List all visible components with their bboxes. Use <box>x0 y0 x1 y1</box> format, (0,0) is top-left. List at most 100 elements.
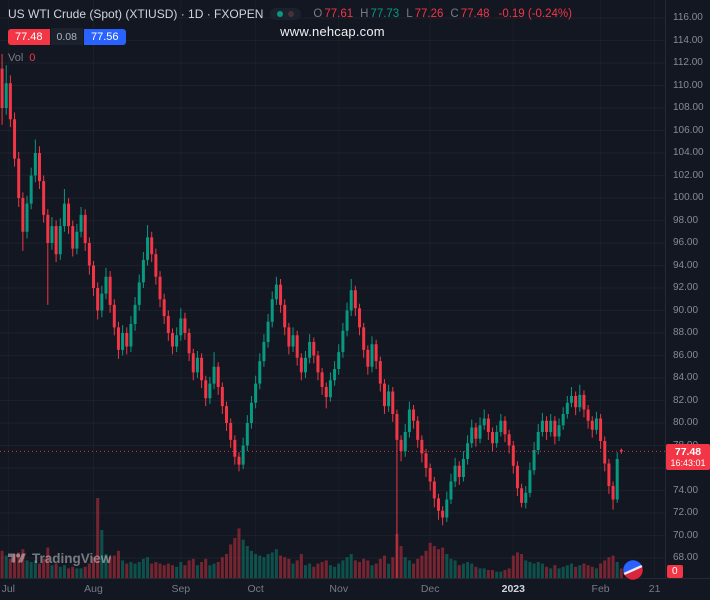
candle-body <box>482 418 486 426</box>
candle-body <box>87 243 91 266</box>
volume-bar <box>569 563 573 578</box>
candle-body <box>200 357 204 381</box>
candle-body <box>283 304 287 328</box>
volume-bar <box>270 552 274 578</box>
candle-body <box>324 387 328 398</box>
candle-body <box>258 361 262 384</box>
price-tick-label: 92.00 <box>673 282 699 293</box>
price-tick-label: 108.00 <box>673 102 704 113</box>
price-tick-label: 82.00 <box>673 394 699 406</box>
candle-body <box>175 335 179 347</box>
sell-price-button[interactable]: 77.48 <box>8 28 50 45</box>
candle-body <box>320 372 324 387</box>
volume-bar <box>378 558 382 578</box>
price-tick-label: 104.00 <box>673 147 704 158</box>
candle-body <box>491 432 495 444</box>
candle-body <box>416 420 420 440</box>
candle-body <box>603 441 607 464</box>
candle-body <box>333 369 337 381</box>
low-label: L <box>406 8 413 20</box>
volume-bar <box>611 555 615 578</box>
volume-bar <box>420 555 424 578</box>
volume-value: 0 <box>29 52 36 64</box>
candle-body <box>225 406 229 423</box>
candle-body <box>166 316 170 333</box>
candle-body <box>237 456 241 465</box>
volume-bar <box>333 566 337 578</box>
candle-body <box>71 226 75 249</box>
volume-bar <box>478 568 482 578</box>
candle-body <box>50 226 54 243</box>
candle-body <box>366 349 370 367</box>
price-tick-label: 100.00 <box>673 192 704 203</box>
price-tick-label: 110.00 <box>673 79 703 91</box>
candle-body <box>345 310 349 331</box>
candle-body <box>62 203 66 227</box>
candle-body <box>590 420 594 430</box>
candle-body <box>125 333 129 347</box>
volume-bar <box>303 565 307 578</box>
volume-bar <box>8 558 12 578</box>
volume-bar <box>146 557 150 578</box>
time-axis[interactable]: Jul Aug Sep Oct Nov Dec 2023 Feb 21 <box>0 578 710 600</box>
candle-body <box>212 366 216 384</box>
candle-body <box>545 420 549 432</box>
volume-bar <box>237 528 241 578</box>
symbol-legend-row: US WTI Crude (Spot) (XTIUSD) · 1D · FXOP… <box>8 7 572 21</box>
volume-bar <box>17 552 21 578</box>
volume-bar <box>42 558 46 578</box>
symbol-title[interactable]: US WTI Crude (Spot) (XTIUSD) · 1D · FXOP… <box>8 7 264 21</box>
candle-body <box>358 308 362 328</box>
volume-bar <box>553 565 557 578</box>
candle-body <box>75 231 79 249</box>
volume-bar <box>466 562 470 578</box>
candle-body <box>495 432 499 444</box>
volume-bar <box>249 550 253 578</box>
bottom-right-badge-icon[interactable] <box>622 559 644 581</box>
candle-body <box>141 259 145 283</box>
volume-bar <box>424 550 428 578</box>
candle-body <box>569 396 573 403</box>
tradingview-logo[interactable]: TradingView <box>8 551 111 566</box>
candle-body <box>436 498 440 511</box>
candle-body <box>183 318 187 333</box>
bar-countdown: 16:43:01 <box>670 458 706 469</box>
volume-bar <box>87 563 91 578</box>
candle-body <box>0 68 4 108</box>
volume-bar <box>486 570 490 578</box>
volume-bar <box>353 560 357 578</box>
candle-body <box>474 427 478 439</box>
legend-status-pill[interactable] <box>270 8 302 20</box>
candlestick-chart-canvas[interactable] <box>0 0 665 578</box>
price-tick-label: 84.00 <box>673 372 699 383</box>
candle-body <box>565 402 569 414</box>
candle-body <box>557 425 561 437</box>
volume-bar <box>349 554 353 578</box>
candle-body <box>599 418 603 441</box>
time-tick-label: Aug <box>84 583 103 595</box>
chart-legend: US WTI Crude (Spot) (XTIUSD) · 1D · FXOP… <box>8 7 572 64</box>
volume-bar <box>520 554 524 578</box>
volume-bar <box>46 547 50 578</box>
candle-body <box>362 327 366 350</box>
candle-body <box>270 299 274 322</box>
volume-bar <box>387 563 391 578</box>
volume-bar <box>457 565 461 578</box>
volume-bar <box>399 546 403 578</box>
volume-bar <box>524 560 528 578</box>
candle-body <box>67 203 71 227</box>
volume-bar <box>83 566 87 578</box>
buy-price-button[interactable]: 77.56 <box>83 28 126 45</box>
volume-bar <box>503 570 507 578</box>
price-axis[interactable]: 77.48 16:43:01 0 116.00 114.00 112.00 110.0… <box>665 0 710 578</box>
volume-bar <box>175 566 179 578</box>
candle-body <box>266 321 270 342</box>
candle-body <box>42 181 46 215</box>
candle-body <box>121 333 125 350</box>
open-label: O <box>313 8 323 20</box>
volume-bar <box>557 568 561 578</box>
volume-bar <box>100 530 104 578</box>
candle-body <box>29 175 33 204</box>
volume-bar <box>266 554 270 578</box>
volume-indicator-label[interactable]: Vol <box>8 52 24 64</box>
